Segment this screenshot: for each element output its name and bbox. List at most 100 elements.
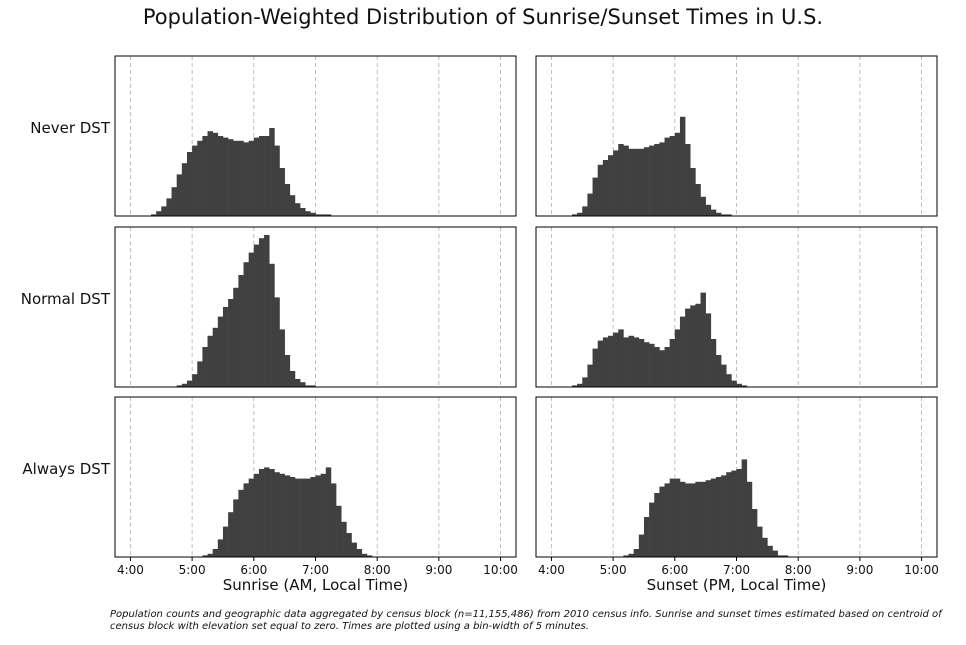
histogram-bar xyxy=(361,553,368,557)
histogram-bar xyxy=(258,136,265,216)
panel-never-dst-sunset xyxy=(535,55,938,217)
histogram-bar xyxy=(336,505,342,557)
panel-frame xyxy=(535,55,938,217)
histogram-bar xyxy=(705,480,712,557)
histogram-bar xyxy=(618,144,624,216)
histogram-bar xyxy=(643,342,650,387)
histogram-bar xyxy=(690,305,696,387)
histogram-bar xyxy=(690,168,696,216)
histogram-bar xyxy=(248,252,255,387)
histogram-bar xyxy=(253,473,260,557)
histogram-bar xyxy=(679,316,686,387)
histogram-bar xyxy=(186,152,193,216)
histogram-bar xyxy=(669,339,676,387)
histogram-bar xyxy=(721,364,727,387)
histogram-bar xyxy=(300,478,306,557)
histogram-bar xyxy=(633,337,640,387)
x-tick-label: 4:00 xyxy=(538,563,565,577)
histogram-bar xyxy=(628,335,634,387)
histogram-bar xyxy=(176,174,183,216)
histogram-bar xyxy=(222,307,229,387)
histogram-bar xyxy=(161,206,167,216)
histogram-bar xyxy=(731,470,737,557)
histogram-grid: Never DST Normal DST Always DST 4:00 5:00 6:0… xyxy=(21,55,939,594)
histogram-bar xyxy=(762,537,768,557)
histogram-bar xyxy=(243,262,249,387)
histogram-bar xyxy=(638,148,645,216)
histogram-bar xyxy=(602,160,609,216)
histogram-bar xyxy=(643,147,650,216)
histogram-bar xyxy=(582,377,588,387)
histogram-bar xyxy=(674,329,681,387)
x-axis-label: Sunset (PM, Local Time) xyxy=(647,576,827,594)
histogram-bar xyxy=(217,316,224,387)
chart-title: Population-Weighted Distribution of Sunr… xyxy=(142,5,824,29)
histogram-bar xyxy=(258,469,265,557)
histogram-bar xyxy=(685,483,691,557)
histogram-bar xyxy=(705,204,712,216)
histogram-bar xyxy=(202,347,208,387)
histogram-bar xyxy=(649,502,655,557)
histogram-bar xyxy=(222,526,229,557)
histogram-bar xyxy=(305,478,311,557)
x-tick-label: 8:00 xyxy=(785,563,812,577)
histogram-bar xyxy=(654,347,660,387)
histogram-bar xyxy=(669,478,676,557)
x-axis-label: Sunrise (AM, Local Time) xyxy=(223,576,408,594)
histogram-bar xyxy=(310,477,316,557)
histogram-bar xyxy=(217,136,224,216)
histogram-bar xyxy=(628,553,634,557)
histogram-bar xyxy=(679,116,686,216)
histogram-bar xyxy=(166,198,172,216)
histogram-bar xyxy=(243,483,249,557)
histogram-bar xyxy=(726,374,732,387)
histogram-bar xyxy=(294,203,301,216)
row-label: Never DST xyxy=(30,119,111,137)
histogram-bar xyxy=(310,385,316,387)
histogram-bar xyxy=(258,238,265,387)
histogram-bar xyxy=(571,214,578,216)
histogram-bar xyxy=(202,136,208,216)
histogram-bar xyxy=(618,329,624,387)
histogram-bar xyxy=(731,380,737,387)
histogram-bar xyxy=(176,385,183,387)
histogram-bar xyxy=(592,177,598,216)
histogram-bar xyxy=(202,555,208,557)
panel-frame xyxy=(114,226,517,388)
histogram-bar xyxy=(233,499,239,557)
histogram-bar xyxy=(320,214,327,216)
x-tick-label: 4:00 xyxy=(117,563,144,577)
histogram-bar xyxy=(726,472,732,557)
histogram-bar xyxy=(274,297,280,387)
histogram-bar xyxy=(181,383,188,387)
histogram-bar xyxy=(721,214,727,216)
histogram-bar xyxy=(654,493,660,557)
histogram-bar xyxy=(777,555,784,557)
histogram-bar xyxy=(685,308,691,387)
histogram-bar xyxy=(587,364,593,387)
histogram-bar xyxy=(772,550,778,557)
panel-always-dst-sunset xyxy=(535,396,938,558)
histogram-bar xyxy=(274,145,280,216)
histogram-bar xyxy=(746,481,753,557)
histogram-bar xyxy=(577,212,583,216)
histogram-bar xyxy=(741,385,748,387)
histogram-bar xyxy=(674,132,681,216)
histogram-bar xyxy=(253,137,260,216)
histogram-bar xyxy=(664,137,670,216)
histogram-bar xyxy=(571,385,578,387)
histogram-bar xyxy=(597,340,604,387)
x-tick-label: 5:00 xyxy=(179,563,206,577)
histogram-bar xyxy=(320,473,327,557)
x-tick-label: 9:00 xyxy=(846,563,873,577)
histogram-bar xyxy=(315,475,321,557)
histogram-bar xyxy=(222,137,229,216)
histogram-bar xyxy=(643,517,650,557)
x-tick-label: 6:00 xyxy=(240,563,267,577)
histogram-bar xyxy=(782,555,789,557)
histogram-bar xyxy=(253,244,260,387)
histogram-bar xyxy=(330,483,337,557)
histogram-bar xyxy=(269,469,275,557)
histogram-bar xyxy=(207,131,213,216)
histogram-bar xyxy=(192,145,198,216)
